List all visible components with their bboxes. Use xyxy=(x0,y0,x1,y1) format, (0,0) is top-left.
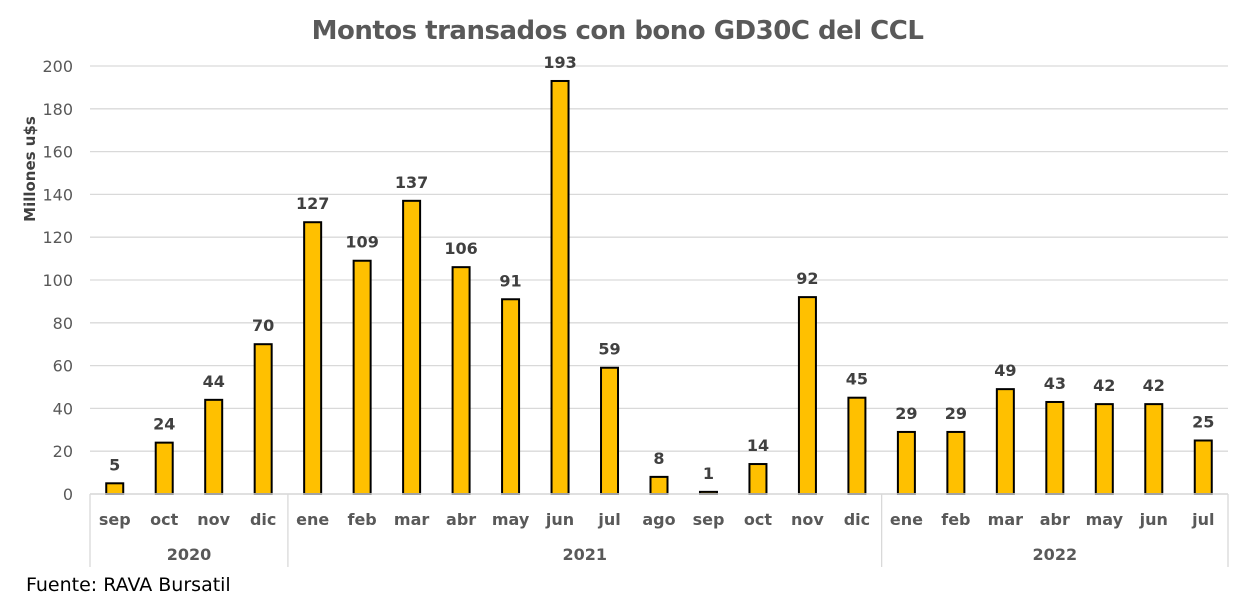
x-tick-label: jul xyxy=(597,510,620,529)
data-label: 43 xyxy=(1044,374,1066,393)
data-label: 5 xyxy=(109,455,120,474)
chart-title: Montos transados con bono GD30C del CCL xyxy=(311,16,924,46)
data-label: 24 xyxy=(153,415,175,434)
bar xyxy=(995,388,1015,496)
y-tick-label: 0 xyxy=(63,485,73,504)
x-tick-label: nov xyxy=(791,510,824,529)
x-tick-label: sep xyxy=(99,510,131,529)
bar xyxy=(600,366,620,495)
bar xyxy=(847,396,867,496)
data-label: 91 xyxy=(499,271,521,290)
bar xyxy=(501,298,521,496)
x-tick-label: mar xyxy=(394,510,429,529)
x-tick-label: feb xyxy=(347,510,376,529)
x-tick-label: mar xyxy=(988,510,1023,529)
data-label: 29 xyxy=(945,404,967,423)
data-label: 127 xyxy=(296,194,329,213)
x-tick-label: abr xyxy=(446,510,476,529)
data-label: 8 xyxy=(653,449,664,468)
data-label: 59 xyxy=(598,340,620,359)
bar xyxy=(946,430,966,496)
data-label: 106 xyxy=(444,239,477,258)
data-label: 49 xyxy=(994,361,1016,380)
y-tick-label: 60 xyxy=(53,357,73,376)
x-tick-label: nov xyxy=(197,510,230,529)
x-tick-label: oct xyxy=(744,510,772,529)
bar xyxy=(253,343,273,496)
bar xyxy=(748,463,768,496)
x-tick-label: jun xyxy=(545,510,574,529)
bar xyxy=(204,398,224,495)
data-label: 44 xyxy=(203,372,225,391)
y-tick-label: 40 xyxy=(53,399,73,418)
group-label: 2022 xyxy=(1033,545,1078,564)
y-tick-label: 100 xyxy=(42,271,73,290)
x-tick-label: dic xyxy=(250,510,276,529)
data-label: 70 xyxy=(252,316,274,335)
data-label: 109 xyxy=(345,233,378,252)
x-tick-label: feb xyxy=(941,510,970,529)
bar xyxy=(896,430,916,496)
y-tick-label: 80 xyxy=(53,314,73,333)
y-tick-label: 120 xyxy=(42,228,73,247)
bar xyxy=(1094,403,1114,495)
bar xyxy=(451,266,471,495)
data-label: 29 xyxy=(895,404,917,423)
x-tick-label: jun xyxy=(1139,510,1168,529)
data-label: 92 xyxy=(796,269,818,288)
x-tick-label: dic xyxy=(844,510,870,529)
data-label: 193 xyxy=(543,53,576,72)
bar xyxy=(402,199,422,495)
bar xyxy=(1193,439,1213,495)
x-tick-label: ene xyxy=(890,510,923,529)
group-label: 2021 xyxy=(563,545,608,564)
bar xyxy=(352,259,372,495)
y-tick-label: 140 xyxy=(42,185,73,204)
y-tick-label: 180 xyxy=(42,100,73,119)
y-tick-label: 200 xyxy=(42,57,73,76)
data-label: 137 xyxy=(395,173,428,192)
x-tick-label: may xyxy=(492,510,530,529)
bar xyxy=(1144,403,1164,495)
group-label: 2020 xyxy=(167,545,212,564)
bar xyxy=(1045,400,1065,496)
x-tick-label: jul xyxy=(1191,510,1214,529)
data-label: 14 xyxy=(747,436,769,455)
x-tick-label: ene xyxy=(296,510,329,529)
data-label: 42 xyxy=(1093,376,1115,395)
bar xyxy=(303,221,323,495)
source-note: Fuente: RAVA Bursatil xyxy=(26,574,231,596)
x-tick-label: may xyxy=(1086,510,1124,529)
bar xyxy=(797,296,817,495)
y-tick-label: 20 xyxy=(53,442,73,461)
x-tick-label: ago xyxy=(642,510,675,529)
data-label: 25 xyxy=(1192,413,1214,432)
bar xyxy=(649,475,669,496)
bar xyxy=(154,441,174,496)
data-label: 45 xyxy=(846,370,868,389)
bar xyxy=(550,79,570,495)
y-tick-label: 160 xyxy=(42,143,73,162)
x-tick-label: oct xyxy=(150,510,178,529)
x-tick-label: abr xyxy=(1040,510,1070,529)
bar xyxy=(105,482,125,495)
data-label: 42 xyxy=(1143,376,1165,395)
data-label: 1 xyxy=(703,464,714,483)
x-tick-label: sep xyxy=(693,510,725,529)
